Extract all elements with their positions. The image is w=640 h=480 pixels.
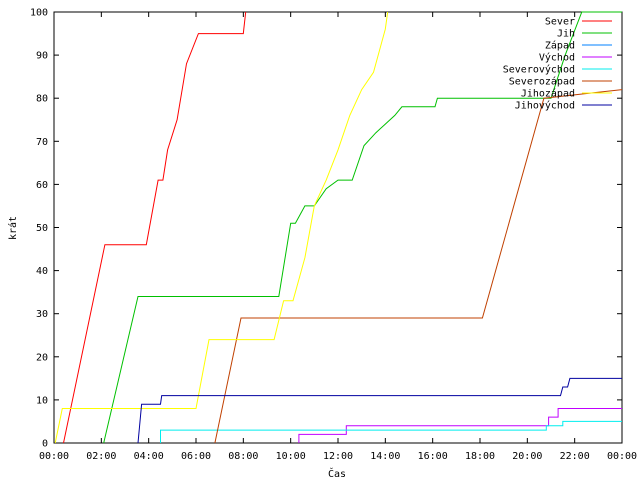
x-tick-label: 04:00 — [134, 451, 164, 462]
legend-label: Západ — [545, 40, 575, 52]
y-tick-label: 30 — [36, 309, 48, 320]
y-tick-label: 40 — [36, 266, 48, 277]
legend-label: Severozápad — [509, 76, 575, 88]
y-axis-label: krát — [7, 216, 19, 240]
x-tick-label: 00:00 — [39, 451, 69, 462]
x-tick-label: 22:00 — [560, 451, 590, 462]
series-line-Severozápad — [214, 89, 623, 444]
series-line-Severovýchod — [160, 420, 622, 443]
x-tick-label: 12:00 — [323, 451, 353, 462]
axis-ticks: 00:00 02:00 04:00 06:00 08:00 10:00 12:00 14:00… — [30, 8, 637, 463]
legend-label: Jihovýchod — [515, 100, 575, 112]
series-line-Východ — [298, 408, 622, 443]
y-tick-label: 70 — [36, 137, 48, 148]
y-tick-label: 90 — [36, 51, 48, 62]
y-tick-label: 0 — [42, 439, 48, 450]
series-line-Jihovýchod — [137, 377, 622, 444]
y-tick-label: 10 — [36, 395, 48, 406]
x-tick-label: 16:00 — [418, 451, 448, 462]
x-axis-label: Čas — [328, 467, 346, 480]
legend: SeverJihZápadVýchodSeverovýchodSeverozáp… — [503, 17, 612, 112]
series-line-Jih — [103, 11, 622, 444]
series-lines — [54, 11, 623, 444]
y-tick-label: 60 — [36, 180, 48, 191]
series-line-Jihozápad — [54, 11, 389, 444]
x-tick-label: 06:00 — [181, 451, 211, 462]
x-tick-label: 10:00 — [276, 451, 306, 462]
x-tick-label: 02:00 — [86, 451, 116, 462]
series-line-Sever — [63, 11, 247, 444]
x-tick-label: 00:00 — [607, 451, 637, 462]
legend-label: Jihozápad — [521, 88, 575, 100]
legend-label: Východ — [539, 52, 575, 64]
y-tick-label: 50 — [36, 223, 48, 234]
x-tick-label: 20:00 — [512, 451, 542, 462]
x-tick-label: 18:00 — [465, 451, 495, 462]
x-tick-label: 14:00 — [370, 451, 400, 462]
y-tick-label: 20 — [36, 352, 48, 363]
x-tick-label: 08:00 — [228, 451, 258, 462]
legend-label: Sever — [545, 17, 575, 28]
y-tick-label: 80 — [36, 94, 48, 105]
y-tick-label: 100 — [30, 8, 48, 19]
legend-label: Jih — [557, 29, 575, 40]
legend-label: Severovýchod — [503, 64, 575, 76]
